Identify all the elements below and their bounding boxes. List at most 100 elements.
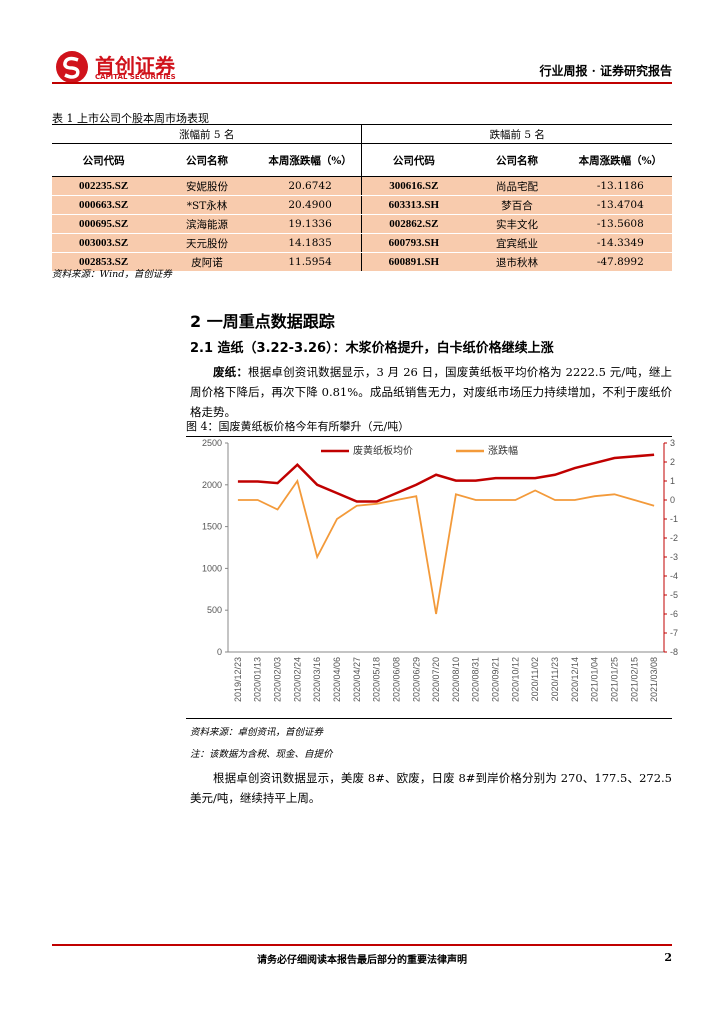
table-cell: -13.1186	[568, 176, 672, 196]
table-title: 表 1 上市公司个股本周市场表现	[52, 112, 209, 125]
x-tick-label: 2019/12/23	[233, 657, 243, 702]
column-header: 本周涨跌幅（%）	[258, 143, 362, 177]
x-tick-label: 2021/02/15	[629, 657, 639, 702]
footer-rule	[52, 944, 672, 946]
page-number: 2	[664, 951, 672, 964]
table-cell: 603313.SH	[361, 195, 466, 215]
group-header: 涨幅前 5 名	[52, 124, 362, 144]
column-header: 公司名称	[155, 143, 259, 177]
legend-label: 涨跌幅	[488, 444, 518, 457]
x-tick-label: 2020/07/20	[431, 657, 441, 702]
table-cell: 20.6742	[258, 176, 362, 196]
sub-heading: 2.1 造纸（3.22-3.26）：木浆价格提升，白卡纸价格继续上涨	[190, 341, 554, 356]
logo-sub: CAPITAL SECURITIES	[95, 73, 176, 81]
y-tick-label: 1000	[202, 563, 222, 573]
x-tick-label: 2021/01/04	[590, 657, 600, 702]
y2-tick-label: -6	[670, 609, 678, 619]
table-cell: 600891.SH	[361, 252, 466, 272]
y2-tick-label: 1	[670, 476, 675, 486]
table-cell: 14.1835	[258, 233, 362, 253]
x-tick-label: 2021/01/25	[609, 657, 619, 702]
chart-rule	[186, 718, 672, 719]
table-source: 资料来源：Wind，首创证券	[52, 269, 172, 280]
table-row: 000663.SZ *ST永林 20.4900 603313.SH 梦百合 -13.470…	[52, 195, 672, 215]
data-table: 涨幅前 5 名跌幅前 5 名公司代码 公司名称 本周涨跌幅（%） 公司代码 公司名称 本周…	[52, 124, 672, 272]
x-tick-label: 2020/03/16	[312, 657, 322, 702]
x-tick-label: 2020/11/02	[530, 657, 540, 701]
y2-tick-label: -8	[670, 647, 678, 657]
y-tick-label: 2000	[202, 480, 222, 490]
group-header: 跌幅前 5 名	[361, 124, 672, 144]
x-tick-label: 2020/06/08	[391, 657, 401, 702]
x-tick-label: 2020/08/31	[471, 657, 481, 702]
table-cell: 000695.SZ	[52, 214, 156, 234]
y2-tick-label: -5	[670, 590, 678, 600]
table-cell: 天元股份	[155, 233, 259, 253]
table-cell: 滨海能源	[155, 214, 259, 234]
column-header: 公司代码	[52, 143, 156, 177]
table-cell: 300616.SZ	[361, 176, 466, 196]
y2-tick-label: -7	[670, 628, 678, 638]
table-cell: 实丰文化	[465, 214, 569, 234]
logo-icon	[56, 51, 88, 83]
table-cell: 002853.SZ	[52, 252, 156, 272]
y2-tick-label: 0	[670, 495, 675, 505]
chart-source: 资料来源：卓创资讯，首创证券	[190, 727, 324, 738]
x-tick-label: 2020/05/18	[372, 657, 382, 702]
y2-tick-label: -1	[670, 514, 678, 524]
report-type: 行业周报 · 证券研究报告	[539, 64, 672, 78]
logo-name: 首创证券	[95, 54, 175, 78]
table-cell: 003003.SZ	[52, 233, 156, 253]
y2-tick-label: -3	[670, 552, 678, 562]
table-cell: 002235.SZ	[52, 176, 156, 196]
data-line	[237, 478, 655, 615]
table-row: 002235.SZ 安妮股份 20.6742 300616.SZ 尚品宅配 -13.118…	[52, 176, 672, 196]
column-header: 公司代码	[361, 143, 466, 177]
x-tick-label: 2020/02/24	[292, 657, 302, 702]
data-line	[237, 453, 655, 503]
x-tick-label: 2020/08/10	[451, 657, 461, 702]
group-row: 涨幅前 5 名跌幅前 5 名	[52, 124, 672, 144]
x-tick-label: 2021/03/08	[649, 657, 659, 702]
column-header: 本周涨跌幅（%）	[568, 143, 672, 177]
y-tick-label: 0	[217, 647, 222, 657]
table-cell: 002862.SZ	[361, 214, 466, 234]
table-cell: *ST永林	[155, 195, 259, 215]
para-lead: 废纸：	[213, 365, 249, 379]
x-tick-label: 2020/11/23	[550, 657, 560, 701]
paragraph: 根据卓创资讯数据显示，美废 8#、欧废，日废 8#到岸价格分别为 270、177…	[190, 771, 672, 805]
table-cell: 皮阿诺	[155, 252, 259, 272]
table-cell: -13.5608	[568, 214, 672, 234]
x-tick-label: 2020/10/12	[510, 657, 520, 702]
y-tick-label: 500	[207, 605, 222, 615]
table-cell: -14.3349	[568, 233, 672, 253]
table-cell: 19.1336	[258, 214, 362, 234]
table-cell: -47.8992	[568, 252, 672, 272]
table-cell: 尚品宅配	[465, 176, 569, 196]
table-cell: 安妮股份	[155, 176, 259, 196]
chart-note: 注：该数据为含税、现金、自提价	[190, 749, 333, 760]
table-cell: 11.5954	[258, 252, 362, 272]
x-tick-label: 2020/04/27	[352, 657, 362, 702]
table-cell: -13.4704	[568, 195, 672, 215]
para-text: 根据卓创资讯数据显示，3 月 26 日，国废黄纸板平均价格为 2222.5 元/…	[190, 365, 673, 419]
table-cell: 退市秋林	[465, 252, 569, 272]
table-cell: 600793.SH	[361, 233, 466, 253]
x-tick-label: 2020/12/14	[570, 657, 580, 702]
y2-tick-label: -4	[670, 571, 678, 581]
header-rule	[52, 82, 672, 84]
paragraph: 废纸：根据卓创资讯数据显示，3 月 26 日，国废黄纸板平均价格为 2222.5…	[190, 362, 672, 422]
x-tick-label: 2020/06/29	[411, 657, 421, 702]
table-cell: 20.4900	[258, 195, 362, 215]
table-cell: 梦百合	[465, 195, 569, 215]
y2-tick-label: -2	[670, 533, 678, 543]
chart-title: 图 4：国废黄纸板价格今年有所攀升（元/吨）	[186, 418, 672, 437]
chart: 0 500 1000 1500 2000 2500 -8 -7 -6 -5 -4 -3 -2 -1 0 1 2 3…	[202, 438, 678, 702]
table-cell: 宜宾纸业	[465, 233, 569, 253]
x-tick-label: 2020/01/13	[253, 657, 263, 702]
table-row: 002853.SZ 皮阿诺 11.5954 600891.SH 退市秋林 -47.8992	[52, 252, 672, 272]
table-row: 003003.SZ 天元股份 14.1835 600793.SH 宜宾纸业 -14.334…	[52, 233, 672, 253]
x-tick-label: 2020/04/06	[332, 657, 342, 702]
x-tick-label: 2020/02/03	[273, 657, 283, 702]
